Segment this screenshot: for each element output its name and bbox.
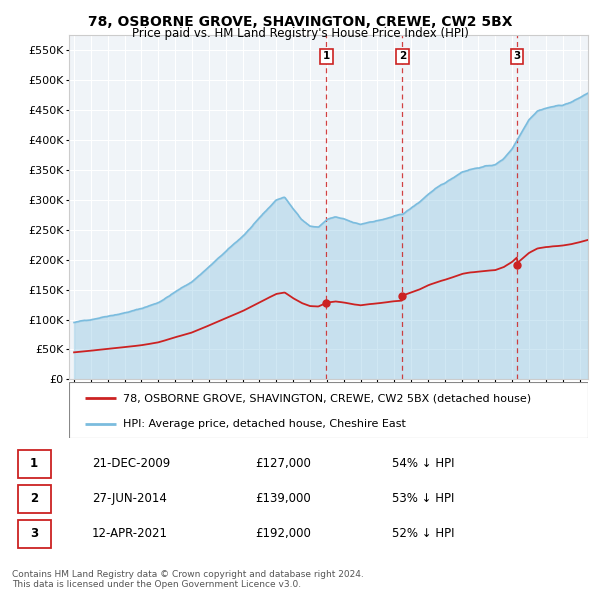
Text: 2: 2 <box>30 492 38 506</box>
FancyBboxPatch shape <box>18 484 50 513</box>
Text: Price paid vs. HM Land Registry's House Price Index (HPI): Price paid vs. HM Land Registry's House … <box>131 27 469 40</box>
Text: 3: 3 <box>513 51 521 61</box>
Text: 53% ↓ HPI: 53% ↓ HPI <box>392 492 454 506</box>
Text: 12-APR-2021: 12-APR-2021 <box>92 527 168 540</box>
Text: £192,000: £192,000 <box>256 527 311 540</box>
Text: 78, OSBORNE GROVE, SHAVINGTON, CREWE, CW2 5BX (detached house): 78, OSBORNE GROVE, SHAVINGTON, CREWE, CW… <box>124 393 532 403</box>
Text: 2: 2 <box>399 51 406 61</box>
Text: HPI: Average price, detached house, Cheshire East: HPI: Average price, detached house, Ches… <box>124 419 406 430</box>
Text: £127,000: £127,000 <box>256 457 311 470</box>
Text: Contains HM Land Registry data © Crown copyright and database right 2024.
This d: Contains HM Land Registry data © Crown c… <box>12 570 364 589</box>
FancyBboxPatch shape <box>18 520 50 548</box>
Text: 78, OSBORNE GROVE, SHAVINGTON, CREWE, CW2 5BX: 78, OSBORNE GROVE, SHAVINGTON, CREWE, CW… <box>88 15 512 29</box>
Text: 3: 3 <box>30 527 38 540</box>
Text: 52% ↓ HPI: 52% ↓ HPI <box>392 527 455 540</box>
FancyBboxPatch shape <box>18 450 50 478</box>
Text: 1: 1 <box>323 51 330 61</box>
Text: 54% ↓ HPI: 54% ↓ HPI <box>392 457 455 470</box>
Text: 27-JUN-2014: 27-JUN-2014 <box>92 492 167 506</box>
Text: 21-DEC-2009: 21-DEC-2009 <box>92 457 170 470</box>
Text: 1: 1 <box>30 457 38 470</box>
Text: £139,000: £139,000 <box>256 492 311 506</box>
